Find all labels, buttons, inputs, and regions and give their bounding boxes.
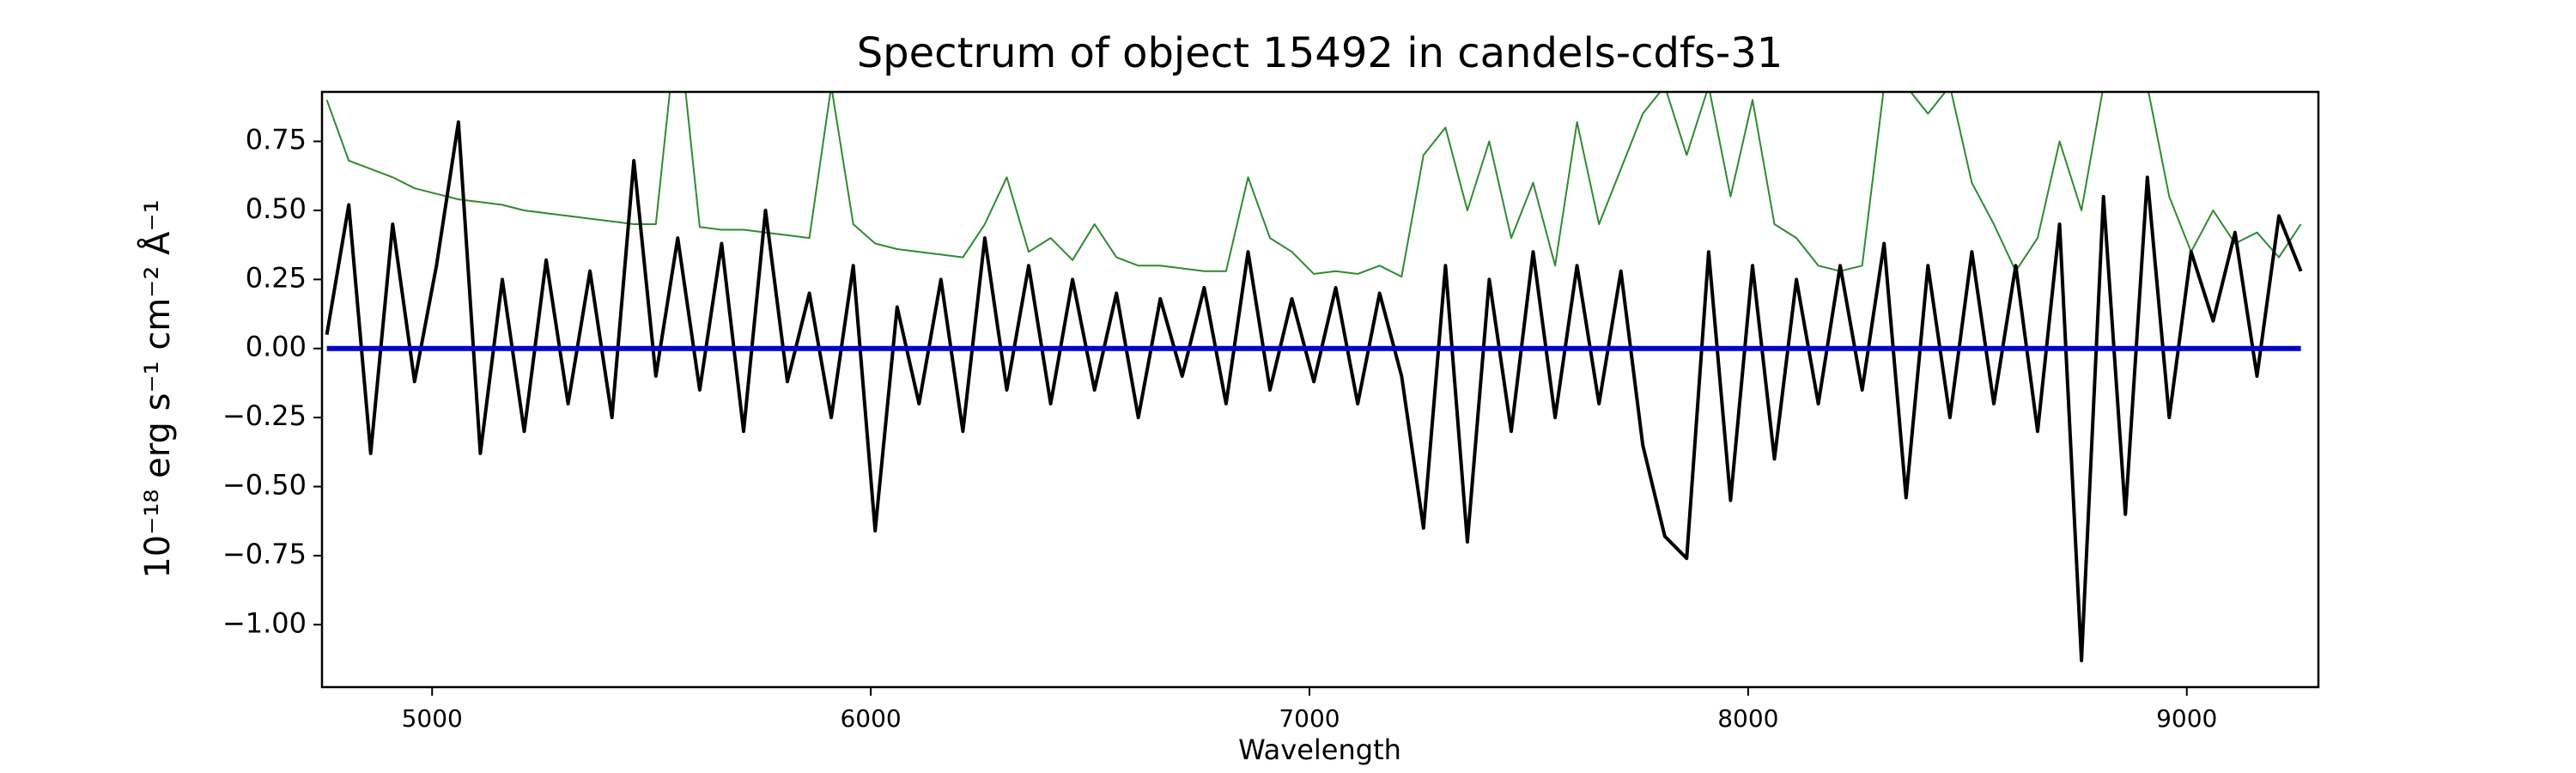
y-tick-label: −0.25 [222, 399, 307, 432]
y-tick-label: −1.00 [222, 606, 307, 639]
y-tick-label: 0.00 [246, 331, 307, 363]
plot-area [325, 92, 2303, 663]
x-tick-label: 8000 [1717, 704, 1778, 733]
y-tick-label: 0.25 [246, 261, 307, 294]
axes-frame [320, 90, 2320, 689]
y-tick-label: −0.75 [222, 538, 307, 570]
x-tick-label: 9000 [2156, 704, 2217, 733]
y-tick-label: 0.50 [246, 192, 307, 225]
y-tick-label: 0.75 [246, 124, 307, 156]
y-tick-label: −0.50 [222, 469, 307, 502]
series-line [325, 92, 2302, 278]
series-line [325, 120, 2303, 663]
x-tick-label: 5000 [402, 704, 463, 733]
x-tick-label: 6000 [840, 704, 901, 733]
chart-title: Spectrum of object 15492 in candels-cdfs… [857, 29, 1783, 77]
y-axis-label: 10⁻¹⁸ erg s⁻¹ cm⁻² Å⁻¹ [137, 199, 178, 578]
x-tick-label: 7000 [1279, 704, 1340, 733]
x-axis-label: Wavelength [1238, 733, 1401, 766]
